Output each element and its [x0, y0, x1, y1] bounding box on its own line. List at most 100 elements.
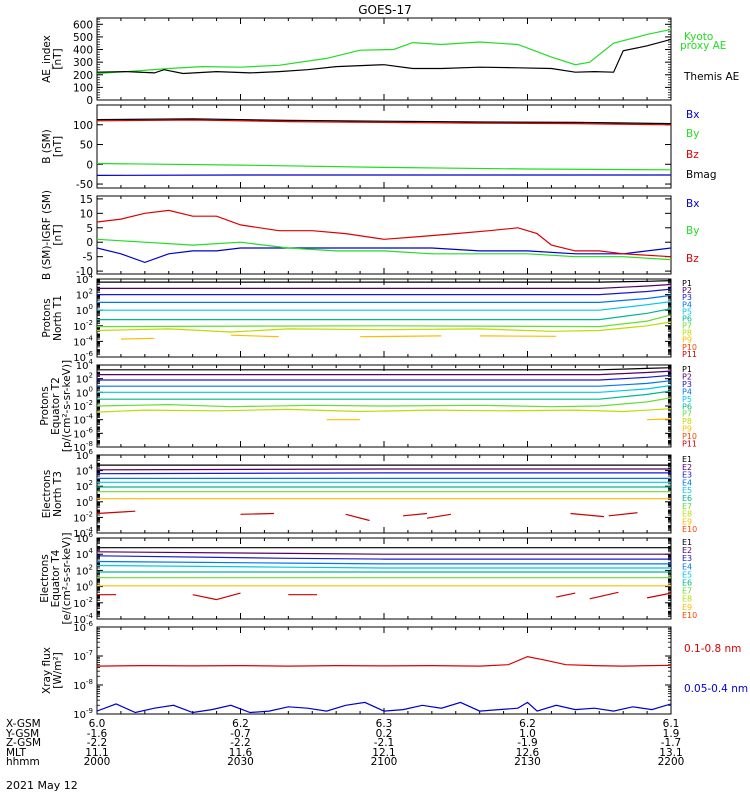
y-tick-label: 0 [86, 159, 93, 171]
y-tick-label: 102 [76, 288, 93, 302]
y-tick-label: 50 [80, 140, 93, 152]
y-tick-label: 102 [76, 372, 93, 386]
y-axis-label: [W/m²] [52, 652, 64, 689]
series-line-0-1-0-8-nm [97, 657, 671, 667]
legend-label-e10: E10 [682, 611, 697, 620]
legend-label-ae-1: proxy AE [680, 40, 726, 52]
y-axis-label: [p/(cm²-s-sr-keV)] [61, 360, 73, 452]
y-tick-label: -50 [76, 179, 93, 191]
y-axis-label: North T1 [52, 295, 64, 341]
series-fragment [647, 419, 671, 420]
footer-date: 2021 May 12 [6, 779, 78, 792]
series-fragment [360, 336, 441, 337]
y-axis-label: [e/(cm²-s-sr-keV)] [61, 533, 73, 625]
series-line-e3 [97, 473, 671, 474]
series-line-p4 [97, 295, 671, 302]
ephemeris-table: X-GSMY-GSMZ-GSMMLThhmm6.0-1.6-2.211.1200… [5, 718, 684, 768]
y-tick-label: 500 [73, 32, 93, 44]
series-line-p9 [121, 338, 154, 339]
y-tick-label: 15 [80, 194, 93, 206]
series-fragment [556, 593, 575, 597]
panel-frame [97, 196, 671, 274]
y-axis-label: [nT] [52, 48, 64, 69]
series-line-p3 [97, 289, 671, 295]
series-line-p4 [97, 381, 671, 387]
panels-group: 0100200300400500600AE_index[nT]Kyotoprox… [39, 18, 748, 721]
y-tick-label: 100 [73, 82, 93, 94]
ephem-value: 2000 [84, 756, 111, 768]
series-fragment [590, 592, 619, 599]
y-tick-label: 10 [80, 208, 93, 220]
series-fragment [217, 593, 241, 600]
y-tick-label: 102 [76, 479, 93, 493]
ephem-value: 2200 [658, 756, 685, 768]
y-axis-label: [nT] [52, 136, 64, 157]
y-axis-label: [nT] [52, 224, 64, 245]
panel-frame [97, 627, 671, 714]
legend-label-bsm-0: Bx [686, 109, 699, 121]
y-tick-label: 10-4 [73, 334, 93, 348]
y-axis-label: North T3 [52, 471, 64, 517]
legend-label-bigrf-2: Bz [686, 253, 699, 265]
y-tick-label: 10-4 [73, 413, 93, 427]
series-line-e3 [97, 556, 671, 559]
series-line-by [97, 164, 671, 170]
y-tick-label: 102 [76, 563, 93, 577]
y-tick-label: 10-2 [73, 596, 93, 610]
series-line-e4 [97, 562, 671, 564]
series-fragment [427, 514, 451, 518]
series-fragment [97, 511, 135, 513]
series-line-bz [97, 210, 671, 256]
series-line-bx [97, 248, 671, 262]
series-fragment [346, 514, 370, 520]
series-line-p2 [97, 371, 671, 375]
y-tick-label: 100 [76, 580, 93, 594]
y-tick-label: 0 [86, 237, 93, 249]
legend-label-xray-1: 0.05-0.4 nm [684, 683, 748, 695]
legend-label-bsm-1: By [686, 128, 699, 140]
y-tick-label: 106 [76, 531, 94, 545]
panel-ae: 0100200300400500600AE_index[nT]Kyotoprox… [41, 18, 739, 107]
series-fragment [609, 513, 638, 516]
y-tick-label: 400 [73, 45, 93, 57]
y-tick-label: 104 [76, 464, 94, 478]
y-tick-label: 10-2 [73, 319, 93, 333]
legend-label-xray-0: 0.1-0.8 nm [684, 643, 741, 655]
series-fragment [193, 595, 217, 600]
y-tick-label: 100 [76, 385, 93, 399]
series-line-kyoto-proxy-ae [97, 29, 671, 73]
y-tick-label: 104 [76, 547, 94, 561]
ephem-value: 2030 [227, 756, 254, 768]
series-line-e2 [97, 469, 671, 470]
series-line-p2 [97, 285, 671, 289]
series-fragment [231, 335, 279, 337]
series-line-p8 [97, 409, 671, 412]
legend-label-bsm-3: Bmag [686, 169, 717, 181]
y-tick-label: 5 [86, 223, 93, 235]
y-tick-label: 10-8 [73, 678, 93, 692]
series-fragment [403, 514, 427, 516]
series-fragment [241, 514, 275, 515]
ephem-row-label: hhmm [6, 756, 40, 768]
legend-label-bigrf-1: By [686, 225, 699, 237]
series-line-e5 [97, 566, 671, 569]
y-tick-label: 104 [76, 272, 94, 286]
series-fragment [647, 593, 671, 598]
series-fragment [571, 514, 605, 517]
y-tick-label: -5 [83, 252, 93, 264]
y-tick-label: 104 [76, 358, 94, 372]
legend-label-p11: P11 [682, 350, 697, 359]
y-tick-label: 100 [76, 303, 93, 317]
legend-label-ae-2: Themis AE [683, 71, 739, 83]
y-tick-label: 600 [73, 19, 93, 31]
y-tick-label: 10-7 [73, 649, 93, 663]
y-tick-label: 100 [76, 495, 93, 509]
